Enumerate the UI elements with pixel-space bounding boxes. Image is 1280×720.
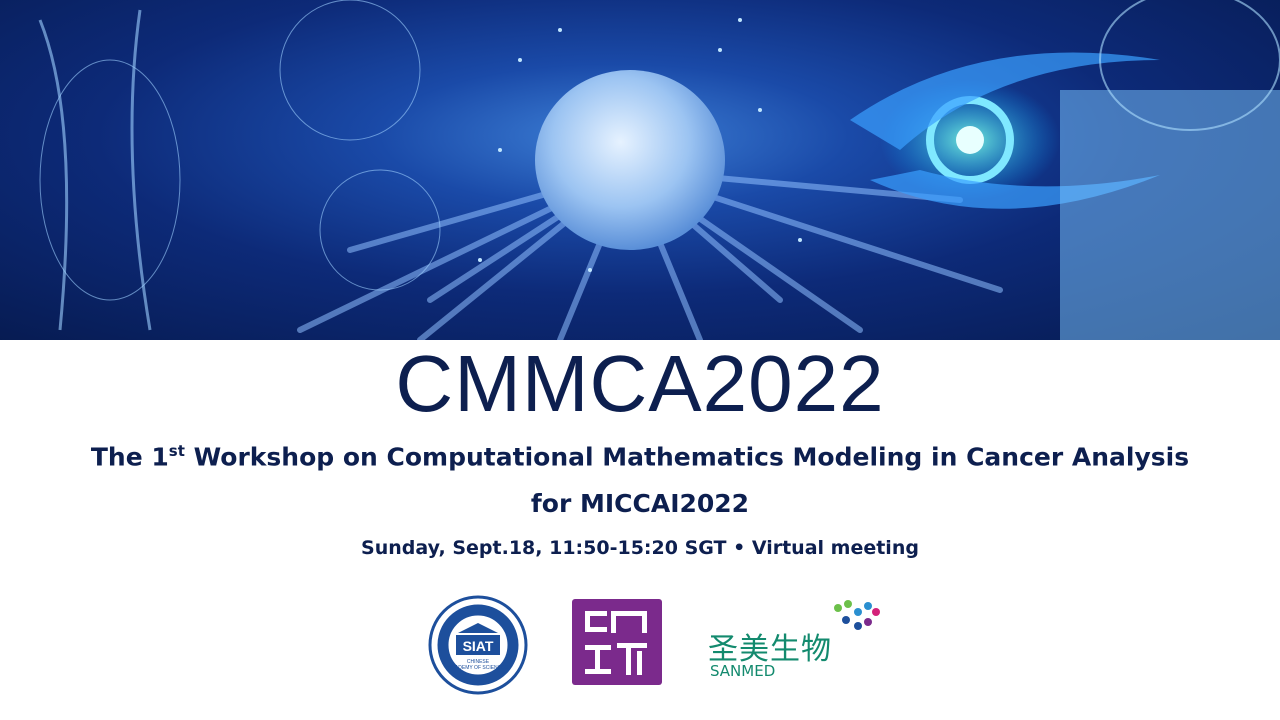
conference-line: for MICCAI2022: [530, 489, 750, 518]
subtitle-pre: The 1: [90, 442, 169, 472]
banner-illustration: [38, 0, 1280, 340]
sanmed-dots-icon: [834, 600, 880, 630]
schedule-line: Sunday, Sept.18, 11:50-15:20 SGT • Virtu…: [361, 537, 919, 559]
sanmed-en-name: SANMED: [710, 662, 776, 680]
siat-logo: SIAT CHINESE ACADEMY OF SCIENCES: [428, 595, 528, 695]
workshop-title: CMMCA2022: [395, 339, 885, 428]
svg-text:SIAT: SIAT: [463, 638, 494, 654]
workshop-full-name: The 1st Workshop on Computational Mathem…: [0, 442, 1280, 471]
subtitle-post: Workshop on Computational Mathematics Mo…: [184, 442, 1190, 472]
book-logo: [572, 599, 662, 685]
svg-text:CHINESE: CHINESE: [467, 659, 490, 665]
sanmed-logo: 圣美生物 SANMED: [708, 598, 888, 683]
svg-text:ACADEMY OF SCIENCES: ACADEMY OF SCIENCES: [448, 665, 509, 671]
header-banner-image: [0, 0, 1280, 340]
subtitle-sup: st: [168, 442, 185, 460]
sanmed-cn-name: 圣美生物: [708, 632, 832, 667]
